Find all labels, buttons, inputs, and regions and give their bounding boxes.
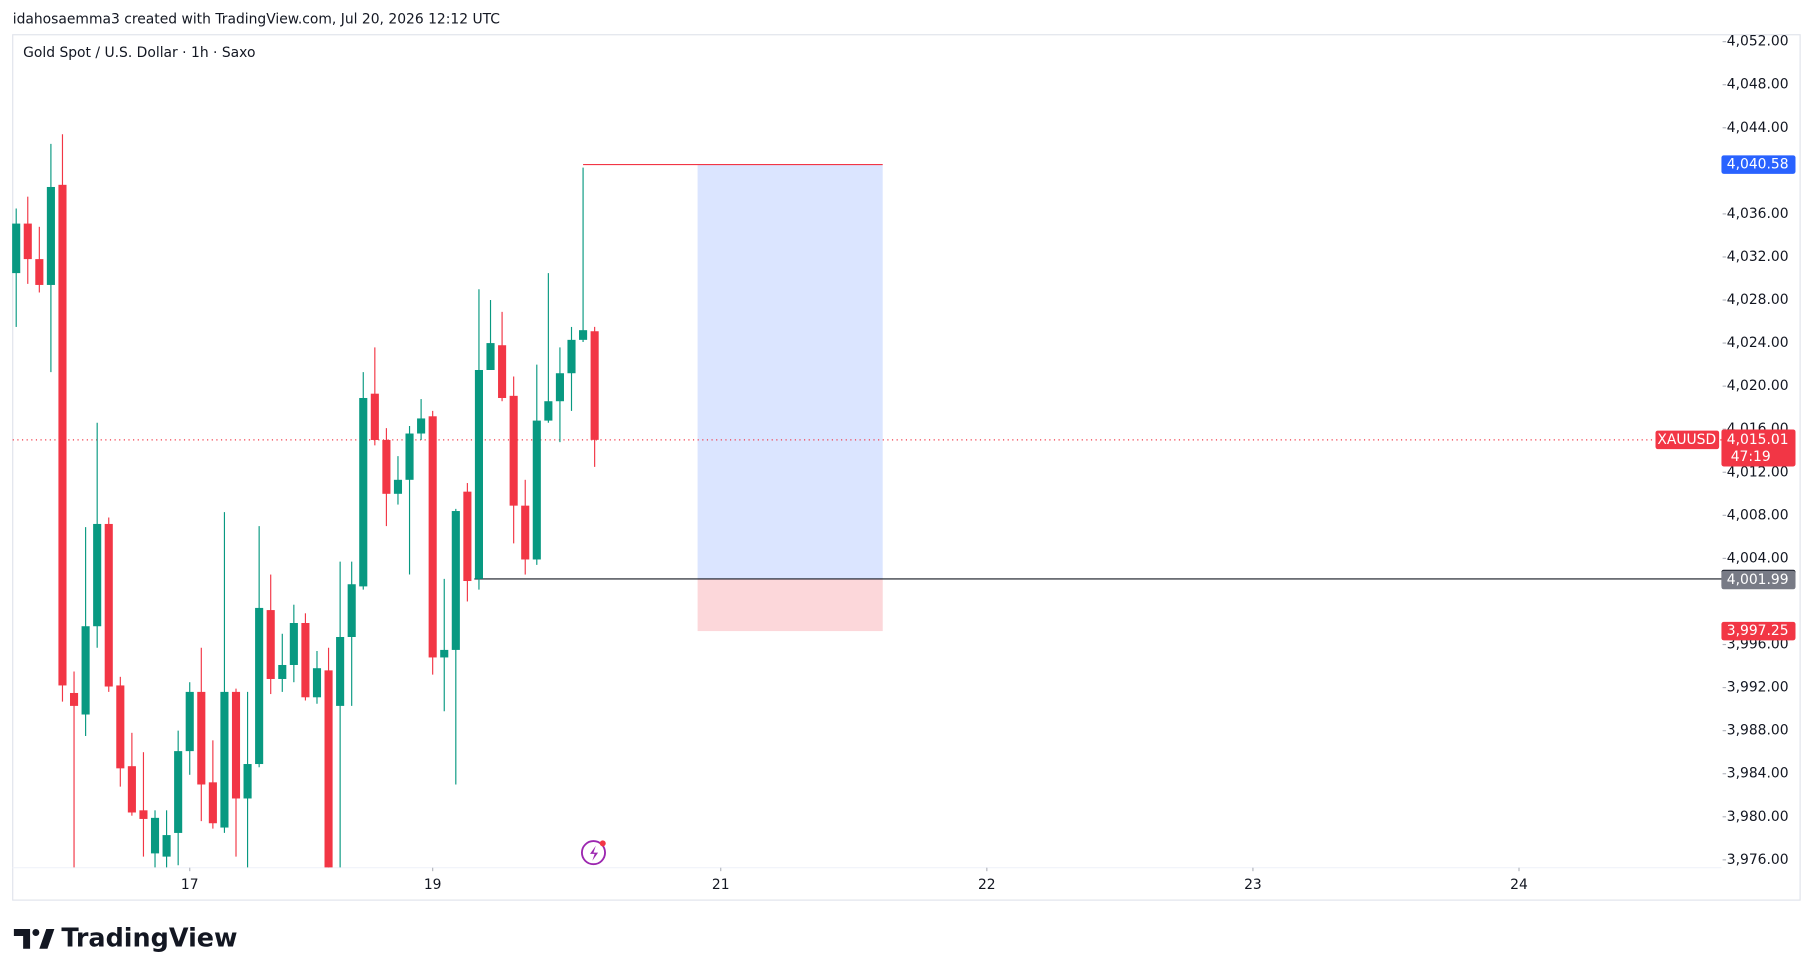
x-tick-label: 21	[712, 877, 730, 893]
last-price-label: 4,015.01	[1727, 432, 1789, 448]
price-label-bg	[1721, 621, 1796, 641]
y-tick-label: 4,044.00	[1727, 120, 1789, 136]
candle-body	[555, 373, 564, 402]
candle-body	[405, 433, 414, 480]
candle-body	[139, 810, 148, 819]
candle-body	[208, 782, 217, 824]
candle-body	[370, 393, 379, 440]
candle-body	[255, 607, 264, 765]
last-price-bg	[1721, 429, 1796, 467]
candle-body	[289, 622, 298, 665]
x-tick-label: 24	[1510, 877, 1528, 893]
candle-body	[127, 766, 136, 813]
price-label: 3,997.25	[1727, 623, 1789, 639]
candle-body	[312, 668, 322, 698]
candle-body	[197, 691, 206, 785]
candle-body	[58, 184, 67, 686]
brand-logo	[13, 929, 55, 949]
candle-body	[81, 626, 90, 715]
header-text: idahosaemma3 created with TradingView.co…	[13, 12, 500, 28]
candle-body	[532, 420, 541, 560]
candle-body	[162, 835, 171, 857]
candle-body	[12, 223, 21, 274]
y-tick-label: 3,980.00	[1727, 809, 1789, 825]
candle-body	[301, 622, 310, 698]
chart-frame	[12, 34, 1801, 901]
candle-body	[521, 505, 530, 560]
candle-body	[185, 691, 194, 752]
candle-body	[104, 523, 113, 687]
y-tick-label: 4,036.00	[1727, 206, 1789, 222]
candle-body	[174, 751, 183, 833]
countdown-label: 47:19	[1731, 449, 1771, 465]
y-tick-label: 4,004.00	[1727, 550, 1789, 566]
candle-body	[509, 395, 518, 506]
candle-body	[417, 418, 426, 434]
candle-body	[324, 670, 333, 868]
candle-body	[266, 610, 275, 679]
y-tick-label: 3,976.00	[1727, 852, 1789, 868]
candle-body	[440, 649, 449, 658]
candle-body	[243, 764, 252, 799]
candle-body	[567, 339, 576, 374]
y-tick-label: 4,008.00	[1727, 507, 1789, 523]
candle-body	[93, 523, 102, 627]
brand-name: TradingView	[61, 923, 237, 953]
candle-body	[382, 439, 391, 494]
stop-zone	[697, 578, 883, 632]
chart-title: Gold Spot / U.S. Dollar · 1h · Saxo	[23, 45, 255, 61]
y-tick-label: 3,996.00	[1727, 637, 1789, 653]
candle-body	[336, 636, 345, 706]
y-tick-label: 3,984.00	[1727, 766, 1789, 782]
y-tick-label: 4,048.00	[1727, 77, 1789, 93]
candle-body	[498, 345, 507, 398]
candle-body	[451, 511, 460, 650]
candle-body	[359, 397, 368, 587]
candle-body	[231, 691, 241, 799]
candle-body	[590, 331, 599, 440]
candle-body	[116, 685, 125, 769]
x-tick-label: 19	[424, 877, 442, 893]
y-tick-label: 4,032.00	[1727, 249, 1789, 265]
symbol-label: XAUUSD	[1657, 432, 1716, 448]
alert-icon	[580, 840, 606, 866]
y-tick-label: 3,988.00	[1727, 723, 1789, 739]
candle-body	[150, 817, 160, 854]
candle-body	[579, 330, 588, 340]
y-tick-label: 4,020.00	[1727, 378, 1789, 394]
candle-body	[474, 369, 484, 579]
candle-body	[544, 401, 553, 421]
y-tick-label: 4,028.00	[1727, 292, 1789, 308]
y-tick-label: 3,992.00	[1727, 680, 1789, 696]
y-tick-label: 4,052.00	[1727, 34, 1789, 50]
y-tick-label: 4,012.00	[1727, 464, 1789, 480]
candle-body	[69, 692, 79, 706]
candle-body	[428, 416, 437, 658]
symbol-bg	[1655, 430, 1720, 450]
candle-body	[347, 584, 356, 637]
price-label: 4,040.58	[1727, 157, 1789, 173]
candle-body	[278, 664, 287, 679]
x-tick-label: 23	[1244, 877, 1262, 893]
x-tick-label: 22	[978, 877, 996, 893]
candle-body	[463, 491, 472, 582]
price-label-bg	[1721, 570, 1796, 590]
target-zone	[697, 164, 883, 579]
candle-body	[220, 691, 229, 828]
price-label: 4,001.99	[1727, 572, 1789, 588]
price-label-bg	[1721, 155, 1796, 174]
candle-body	[35, 259, 44, 285]
y-tick-label: 4,024.00	[1727, 335, 1789, 351]
candle-body	[486, 343, 495, 370]
candle-body	[393, 479, 403, 494]
candle-body	[23, 223, 32, 260]
x-tick-label: 17	[181, 877, 199, 893]
candle-body	[46, 186, 55, 285]
